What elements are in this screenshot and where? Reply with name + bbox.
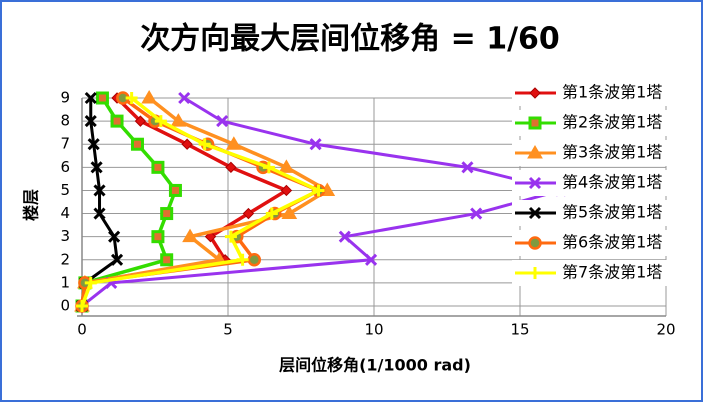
- series-line: [80, 98, 119, 307]
- marker: [93, 184, 106, 197]
- marker: [309, 138, 322, 151]
- marker: [224, 230, 237, 243]
- marker: [216, 115, 229, 128]
- marker: [181, 138, 193, 150]
- marker: [160, 253, 174, 267]
- legend-label: 第4条波第1塔: [562, 173, 662, 192]
- legend-label: 第1条波第1塔: [562, 83, 662, 102]
- marker: [125, 92, 138, 104]
- legend-label: 第2条波第1塔: [562, 113, 662, 132]
- legend-label: 第3条波第1塔: [562, 143, 662, 162]
- chart-title: 次方向最大层间位移角 = 1/60: [140, 22, 560, 57]
- marker: [338, 230, 351, 243]
- marker: [182, 228, 198, 243]
- y-tick-label: 3: [60, 227, 70, 245]
- marker: [528, 236, 542, 250]
- marker: [141, 90, 158, 104]
- marker: [280, 184, 293, 197]
- marker: [90, 161, 103, 174]
- legend-label: 第6条波第1塔: [562, 233, 662, 252]
- marker: [529, 267, 541, 279]
- marker: [265, 207, 278, 220]
- marker: [528, 116, 542, 130]
- marker: [170, 113, 187, 127]
- y-tick-label: 7: [60, 135, 70, 153]
- x-tick-label: 15: [510, 321, 529, 339]
- y-tick-label: 2: [60, 250, 70, 268]
- marker: [242, 207, 255, 220]
- marker: [95, 91, 109, 105]
- marker: [247, 253, 262, 267]
- y-tick-label: 8: [60, 112, 70, 130]
- marker: [262, 161, 275, 174]
- series-line: [80, 96, 331, 307]
- marker: [93, 207, 106, 220]
- x-axis-label: 层间位移角(1/1000 rad): [279, 356, 471, 375]
- x-tick-label: 10: [364, 321, 383, 339]
- marker: [528, 176, 542, 190]
- series-line: [80, 97, 178, 307]
- marker: [178, 91, 191, 105]
- marker: [168, 183, 182, 197]
- marker: [225, 161, 237, 174]
- x-tick-label: 20: [656, 321, 675, 339]
- x-tick-label: 0: [77, 321, 87, 339]
- marker: [278, 159, 295, 173]
- marker: [134, 115, 147, 127]
- y-tick-label: 0: [60, 297, 70, 315]
- marker: [312, 184, 325, 197]
- marker: [151, 160, 165, 174]
- legend-label: 第7条波第1塔: [562, 263, 662, 282]
- series-line: [80, 96, 323, 307]
- marker: [365, 253, 378, 266]
- y-tick-label: 9: [60, 89, 70, 107]
- marker: [470, 207, 483, 220]
- y-tick-label: 6: [60, 158, 70, 176]
- marker: [154, 115, 167, 128]
- marker: [76, 300, 88, 312]
- marker: [529, 87, 541, 99]
- y-tick-label: 1: [60, 273, 70, 291]
- marker: [528, 206, 542, 220]
- y-axis-label: 楼层: [22, 189, 41, 221]
- marker: [110, 253, 124, 266]
- marker: [151, 230, 165, 244]
- marker: [461, 161, 474, 174]
- marker: [84, 276, 97, 289]
- y-tick-label: 4: [60, 204, 70, 222]
- marker: [84, 115, 97, 128]
- marker: [160, 207, 174, 221]
- marker: [198, 138, 211, 151]
- marker: [225, 136, 242, 150]
- marker: [527, 145, 543, 159]
- marker: [84, 91, 97, 105]
- marker: [87, 138, 100, 151]
- marker: [110, 114, 124, 128]
- marker: [281, 205, 298, 220]
- legend-label: 第5条波第1塔: [562, 203, 662, 222]
- marker: [236, 253, 249, 266]
- x-tick-label: 5: [223, 321, 233, 339]
- y-tick-label: 5: [60, 181, 70, 199]
- marker: [130, 137, 144, 151]
- marker: [108, 230, 121, 243]
